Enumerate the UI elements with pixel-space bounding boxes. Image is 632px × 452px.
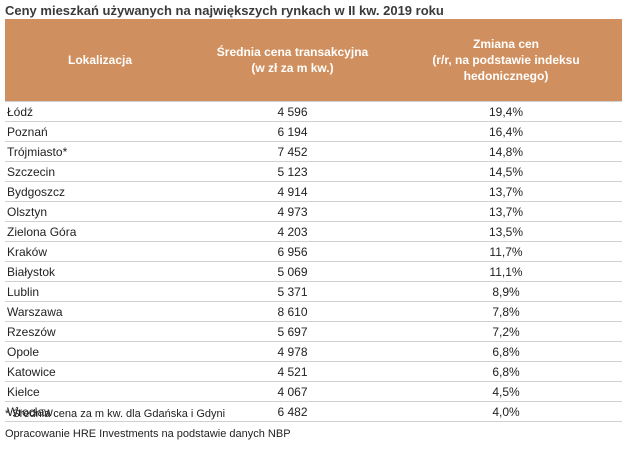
table-row: Katowice 4 521 6,8%: [5, 361, 622, 382]
cell-price: 6 956: [195, 241, 390, 262]
cell-location: Bydgoszcz: [5, 181, 195, 202]
cell-price: 4 978: [195, 341, 390, 362]
cell-change: 4,0%: [390, 401, 622, 422]
cell-change: 11,7%: [390, 241, 622, 262]
cell-change: 16,4%: [390, 121, 622, 142]
cell-location: Katowice: [5, 361, 195, 382]
cell-price: 6 194: [195, 121, 390, 142]
header-change-line1: Zmiana cen: [472, 37, 540, 51]
cell-location: Poznań: [5, 121, 195, 142]
cell-price: 5 069: [195, 261, 390, 282]
cell-price: 4 596: [195, 101, 390, 122]
table-row: Wrocław 6 482 4,0%: [5, 401, 622, 422]
price-table: Lokalizacja Średnia cena transakcyjna (w…: [5, 19, 622, 422]
table-row: Lublin 5 371 8,9%: [5, 281, 622, 302]
cell-change: 6,8%: [390, 341, 622, 362]
cell-location: Zielona Góra: [5, 221, 195, 242]
table-row: Olsztyn 4 973 13,7%: [5, 201, 622, 222]
table-row: Trójmiasto* 7 452 14,8%: [5, 141, 622, 162]
cell-location: Rzeszów: [5, 321, 195, 342]
source-note: Opracowanie HRE Investments na podstawie…: [5, 428, 291, 440]
table-row: Łódź 4 596 19,4%: [5, 101, 622, 122]
cell-price: 5 697: [195, 321, 390, 342]
cell-price: 5 371: [195, 281, 390, 302]
table-body: Łódź 4 596 19,4% Poznań 6 194 16,4% Trójmiasto…: [5, 101, 622, 422]
cell-change: 4,5%: [390, 381, 622, 402]
cell-location: Olsztyn: [5, 201, 195, 222]
cell-change: 13,5%: [390, 221, 622, 242]
header-change-line2: (r/r, na podstawie indeksu: [432, 53, 580, 67]
cell-price: 6 482: [195, 401, 390, 422]
table-title: Ceny mieszkań używanych na największych …: [5, 3, 444, 18]
cell-location: Kraków: [5, 241, 195, 262]
header-location: Lokalizacja: [5, 19, 195, 102]
cell-change: 6,8%: [390, 361, 622, 382]
cell-location: Łódź: [5, 101, 195, 122]
cell-change: 14,8%: [390, 141, 622, 162]
table-row: Poznań 6 194 16,4%: [5, 121, 622, 142]
table-row: Opole 4 978 6,8%: [5, 341, 622, 362]
header-price-line2: (w zł za m kw.): [251, 61, 334, 75]
footnote: * Średnia cena za m kw. dla Gdańska i Gd…: [5, 408, 226, 420]
header-price: Średnia cena transakcyjna (w zł za m kw.…: [195, 19, 390, 102]
cell-location: Opole: [5, 341, 195, 362]
table-row: Zielona Góra 4 203 13,5%: [5, 221, 622, 242]
cell-change: 7,2%: [390, 321, 622, 342]
cell-price: 8 610: [195, 301, 390, 322]
cell-price: 5 123: [195, 161, 390, 182]
cell-price: 4 203: [195, 221, 390, 242]
cell-change: 7,8%: [390, 301, 622, 322]
cell-price: 7 452: [195, 141, 390, 162]
cell-price: 4 521: [195, 361, 390, 382]
cell-location: Białystok: [5, 261, 195, 282]
cell-change: 19,4%: [390, 101, 622, 122]
cell-price: 4 973: [195, 201, 390, 222]
cell-change: 13,7%: [390, 181, 622, 202]
table-row: Kielce 4 067 4,5%: [5, 381, 622, 402]
header-change: Zmiana cen (r/r, na podstawie indeksu he…: [390, 19, 622, 102]
cell-change: 8,9%: [390, 281, 622, 302]
cell-price: 4 067: [195, 381, 390, 402]
cell-change: 14,5%: [390, 161, 622, 182]
header-location-label: Lokalizacja: [67, 53, 133, 67]
table-row: Warszawa 8 610 7,8%: [5, 301, 622, 322]
cell-change: 11,1%: [390, 261, 622, 282]
header-price-line1: Średnia cena transakcyjna: [216, 45, 369, 59]
cell-location: Wrocław: [5, 401, 195, 422]
cell-location: Lublin: [5, 281, 195, 302]
table-row: Rzeszów 5 697 7,2%: [5, 321, 622, 342]
table-row: Szczecin 5 123 14,5%: [5, 161, 622, 182]
cell-price: 4 914: [195, 181, 390, 202]
table-header-row: Lokalizacja Średnia cena transakcyjna (w…: [5, 19, 622, 102]
cell-location: Warszawa: [5, 301, 195, 322]
cell-location: Trójmiasto*: [5, 141, 195, 162]
table-row: Białystok 5 069 11,1%: [5, 261, 622, 282]
cell-change: 13,7%: [390, 201, 622, 222]
header-change-line3: hedonicznego): [463, 69, 549, 83]
cell-location: Kielce: [5, 381, 195, 402]
table-row: Kraków 6 956 11,7%: [5, 241, 622, 262]
cell-location: Szczecin: [5, 161, 195, 182]
table-row: Bydgoszcz 4 914 13,7%: [5, 181, 622, 202]
